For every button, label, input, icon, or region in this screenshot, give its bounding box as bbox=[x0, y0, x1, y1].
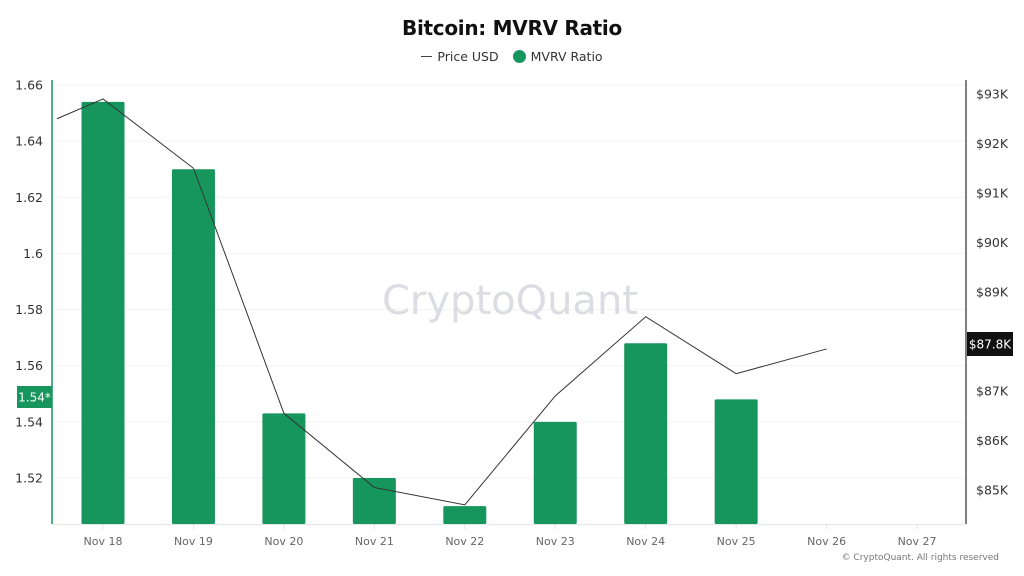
x-tick-label: Nov 19 bbox=[174, 535, 213, 548]
copyright-notice: © CryptoQuant. All rights reserved bbox=[841, 553, 999, 563]
right-tick-label: $85K bbox=[976, 483, 1009, 498]
left-current-value-label: 1.54* bbox=[18, 391, 51, 405]
x-tick-label: Nov 26 bbox=[807, 535, 846, 548]
left-tick-label: 1.58 bbox=[15, 302, 43, 317]
legend-label-mvrv: MVRV Ratio bbox=[530, 49, 603, 64]
left-tick-label: 1.54 bbox=[15, 414, 43, 429]
mvrv-bar bbox=[171, 169, 215, 524]
x-tick-label: Nov 23 bbox=[536, 535, 575, 548]
right-tick-label: $91K bbox=[976, 186, 1009, 201]
x-tick-label: Nov 20 bbox=[264, 535, 303, 548]
right-tick-label: $89K bbox=[976, 285, 1009, 300]
x-tick-label: Nov 22 bbox=[445, 535, 484, 548]
x-tick-label: Nov 27 bbox=[898, 535, 937, 548]
right-tick-label: $90K bbox=[976, 235, 1009, 250]
left-tick-label: 1.52 bbox=[15, 471, 43, 486]
left-tick-label: 1.62 bbox=[15, 190, 43, 205]
price-line bbox=[56, 98, 827, 506]
chart-title: Bitcoin: MVRV Ratio bbox=[402, 16, 622, 40]
left-tick-label: 1.56 bbox=[15, 358, 43, 373]
right-current-value-badge bbox=[967, 332, 1013, 356]
x-tick-label: Nov 25 bbox=[717, 535, 756, 548]
watermark-text: CryptoQuant bbox=[382, 278, 638, 324]
left-tick-label: 1.6 bbox=[23, 246, 43, 261]
right-current-value-label: $87.8K bbox=[969, 338, 1012, 352]
mvrv-bar bbox=[262, 413, 306, 524]
mvrv-bar bbox=[443, 506, 487, 524]
mvrv-bar bbox=[624, 343, 668, 524]
legend-label-price: Price USD bbox=[437, 49, 499, 64]
x-tick-label: Nov 21 bbox=[355, 535, 394, 548]
left-tick-label: 1.66 bbox=[15, 78, 43, 93]
mvrv-bar bbox=[352, 478, 396, 524]
right-tick-label: $93K bbox=[976, 87, 1009, 102]
right-tick-label: $92K bbox=[976, 136, 1009, 151]
mvrv-bar bbox=[533, 421, 577, 524]
legend-item-mvrv[interactable]: MVRV Ratio bbox=[512, 49, 603, 64]
dot-marker-icon bbox=[512, 50, 526, 63]
left-current-value-badge bbox=[17, 386, 52, 408]
x-tick-label: Nov 18 bbox=[84, 535, 123, 548]
legend-item-price[interactable]: Price USD bbox=[421, 49, 499, 64]
mvrv-bar bbox=[81, 101, 125, 524]
x-tick-label: Nov 24 bbox=[626, 535, 665, 548]
line-marker-icon bbox=[421, 56, 433, 57]
right-tick-label: $86K bbox=[976, 433, 1009, 448]
right-tick-label: $87K bbox=[976, 384, 1009, 399]
mvrv-bar bbox=[714, 399, 758, 524]
chart-legend: Price USD MVRV Ratio bbox=[0, 49, 1024, 64]
left-tick-label: 1.64 bbox=[15, 134, 43, 149]
